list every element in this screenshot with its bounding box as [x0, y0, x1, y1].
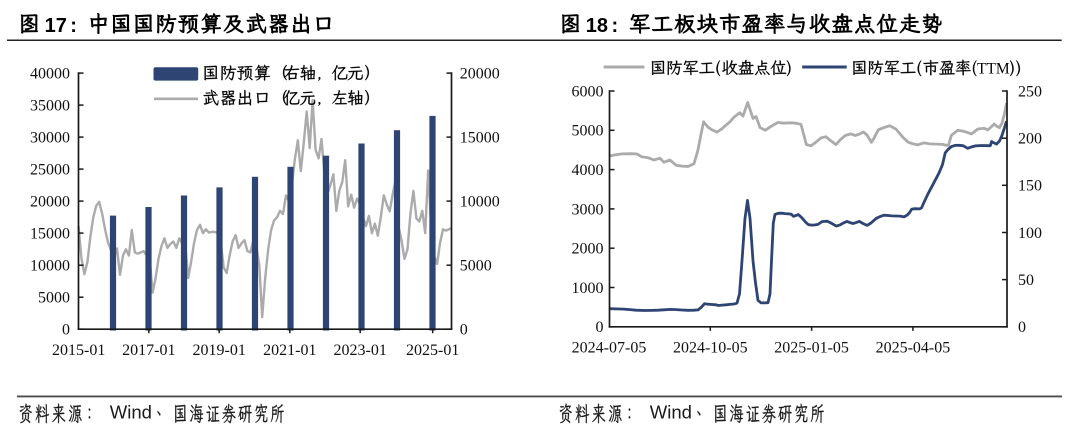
- svg-text:17: 17: [45, 15, 67, 37]
- svg-text::: :: [612, 15, 619, 37]
- svg-text:5000: 5000: [460, 258, 492, 275]
- svg-text::: :: [70, 15, 77, 37]
- svg-text:2024-07-05: 2024-07-05: [572, 340, 647, 357]
- svg-text:2025-01-05: 2025-01-05: [774, 340, 849, 357]
- svg-text:15000: 15000: [460, 130, 500, 147]
- svg-text:4000: 4000: [572, 162, 604, 179]
- svg-text:0: 0: [460, 322, 468, 339]
- svg-text:Wind: Wind: [110, 401, 152, 422]
- svg-text:25000: 25000: [30, 162, 70, 179]
- svg-text:5000: 5000: [572, 123, 604, 140]
- svg-text:5000: 5000: [38, 290, 70, 307]
- svg-text:0: 0: [62, 322, 70, 339]
- svg-text:250: 250: [1018, 83, 1042, 100]
- svg-text:2024-10-05: 2024-10-05: [673, 340, 748, 357]
- svg-text:30000: 30000: [30, 130, 70, 147]
- svg-text:2019-01: 2019-01: [193, 342, 246, 359]
- svg-text:40000: 40000: [30, 66, 70, 83]
- svg-text:0: 0: [596, 319, 604, 336]
- svg-text:2015-01: 2015-01: [52, 342, 105, 359]
- svg-text:100: 100: [1018, 225, 1042, 242]
- svg-text:20000: 20000: [460, 66, 500, 83]
- svg-text:18: 18: [586, 15, 608, 37]
- svg-text:150: 150: [1018, 178, 1042, 195]
- svg-text:15000: 15000: [30, 226, 70, 243]
- svg-text:2025-01: 2025-01: [406, 342, 459, 359]
- svg-text:2017-01: 2017-01: [122, 342, 175, 359]
- svg-text:0: 0: [1018, 319, 1026, 336]
- svg-text:2021-01: 2021-01: [263, 342, 316, 359]
- svg-text:35000: 35000: [30, 98, 70, 115]
- svg-text:2025-04-05: 2025-04-05: [876, 340, 951, 357]
- svg-text:20000: 20000: [30, 194, 70, 211]
- svg-text:3000: 3000: [572, 201, 604, 218]
- svg-text:TTM: TTM: [977, 61, 1010, 78]
- svg-text:50: 50: [1018, 272, 1034, 289]
- svg-text:2000: 2000: [572, 241, 604, 258]
- svg-text:6000: 6000: [572, 83, 604, 100]
- svg-text:Wind: Wind: [650, 401, 692, 422]
- svg-text:2023-01: 2023-01: [334, 342, 387, 359]
- svg-text:200: 200: [1018, 131, 1042, 148]
- svg-text:10000: 10000: [30, 258, 70, 275]
- svg-text:1000: 1000: [572, 280, 604, 297]
- svg-text:10000: 10000: [460, 194, 500, 211]
